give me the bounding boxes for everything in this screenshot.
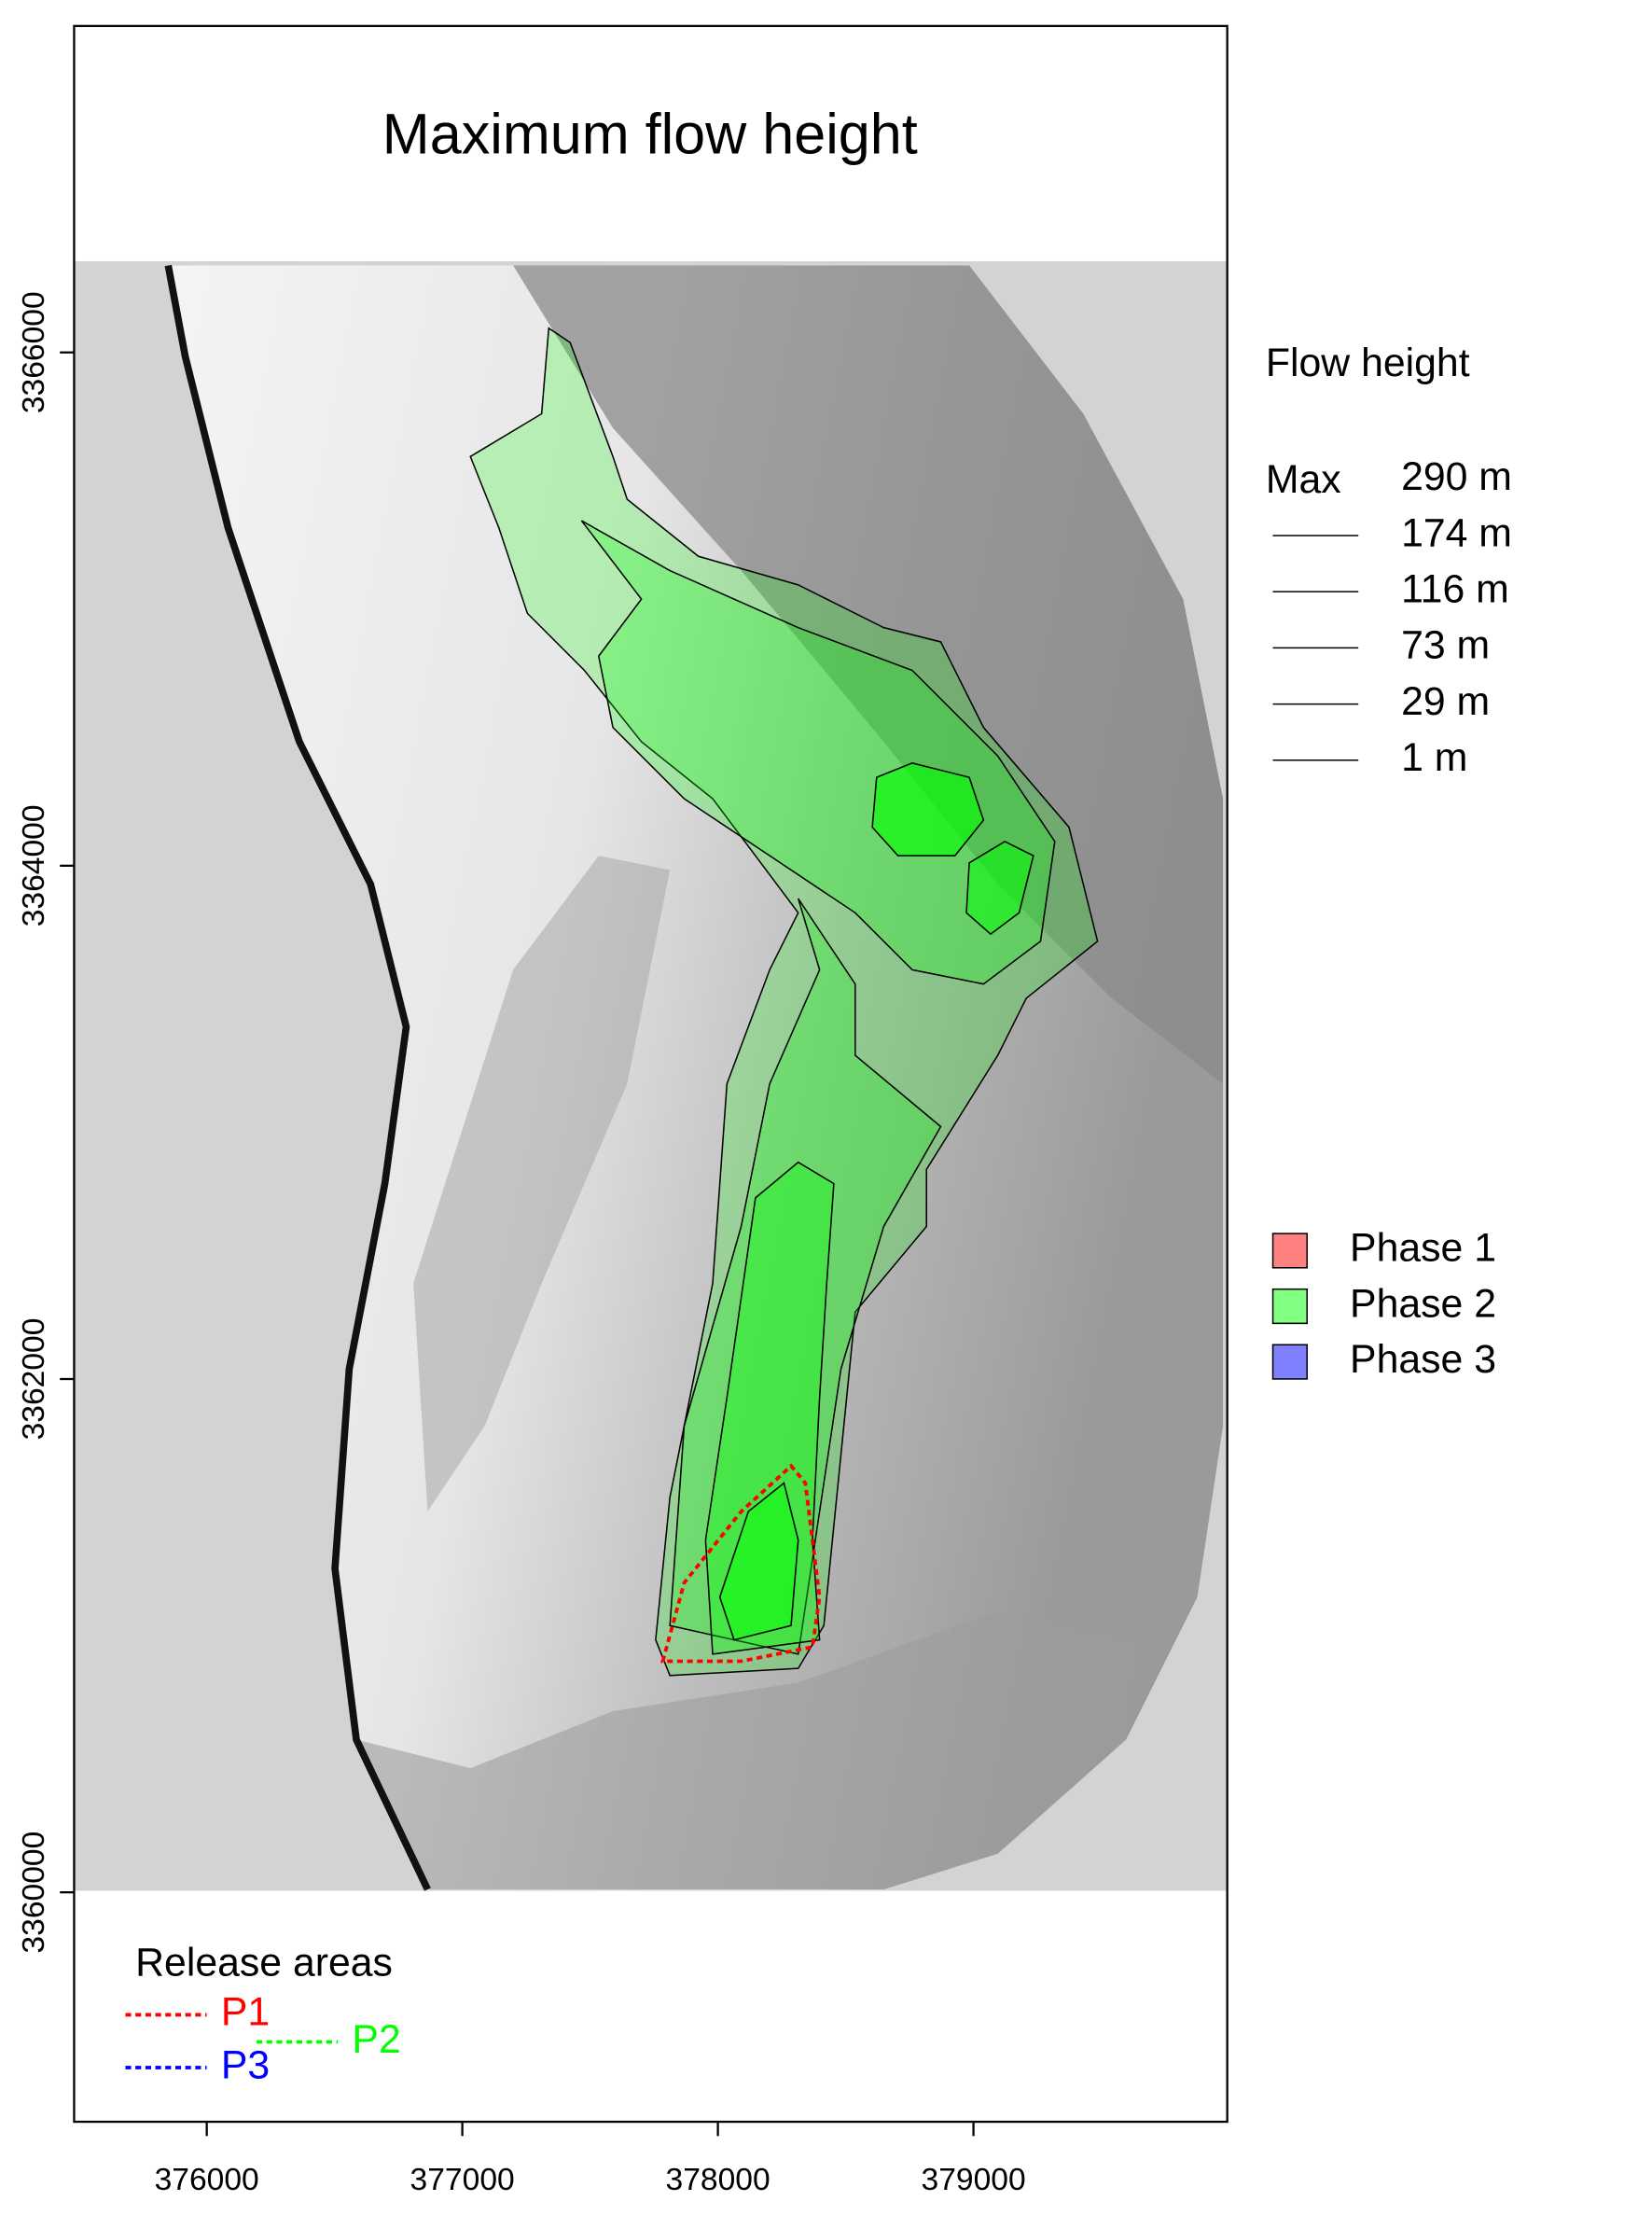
legend-title: Release areas	[135, 1940, 393, 1985]
hillshade-ridge	[356, 1611, 1141, 1889]
legend-label: Phase 2	[1350, 1281, 1496, 1326]
legend-swatch	[1271, 1288, 1308, 1325]
y-tick-label: 3364000	[17, 804, 51, 926]
hillshade-valley	[413, 856, 671, 1512]
y-tick-label: 3360000	[17, 1832, 51, 1954]
release-area-p1	[660, 1463, 822, 1664]
legend-label: 290 m	[1401, 454, 1512, 499]
legend-label: Phase 3	[1350, 1337, 1496, 1382]
flow-area	[871, 762, 985, 857]
legend-label: P3	[221, 2042, 270, 2087]
y-tick-label: 3366000	[17, 291, 51, 413]
map-edge	[164, 264, 431, 1891]
legend-label: 1 m	[1401, 735, 1467, 780]
x-tick-label: 377000	[410, 2163, 515, 2197]
flow-area	[669, 898, 942, 1655]
x-tick-label: 376000	[155, 2163, 259, 2197]
flow-area	[965, 841, 1034, 936]
legend-label: P1	[221, 1990, 270, 2035]
legend-max: Max	[1266, 457, 1341, 502]
flow-area	[469, 327, 1099, 1677]
legend-swatch	[1271, 1233, 1308, 1269]
legend-swatch	[1271, 1344, 1308, 1380]
legend-label: 174 m	[1401, 510, 1512, 555]
y-tick-label: 3362000	[17, 1318, 51, 1441]
legend-label: 29 m	[1401, 679, 1490, 724]
x-tick-label: 379000	[922, 2163, 1026, 2197]
legend-title: Flow height	[1266, 341, 1470, 385]
legend-label: P2	[352, 2017, 400, 2062]
plot-frame	[73, 24, 1229, 2124]
legend-label: 116 m	[1401, 566, 1509, 611]
x-tick-label: 378000	[666, 2163, 770, 2197]
legend-label: Phase 1	[1350, 1226, 1496, 1271]
legend-label: 73 m	[1401, 623, 1490, 668]
hillshade-dark	[513, 265, 1224, 1084]
flow-area	[580, 520, 1056, 985]
chart-title: Maximum flow height	[382, 103, 918, 166]
flow-area	[718, 1482, 799, 1641]
